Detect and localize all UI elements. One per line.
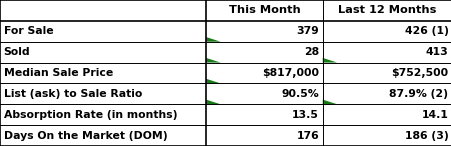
Text: $817,000: $817,000: [262, 68, 318, 78]
Text: Median Sale Price: Median Sale Price: [4, 68, 113, 78]
Text: Days On the Market (DOM): Days On the Market (DOM): [4, 131, 167, 141]
Polygon shape: [206, 100, 220, 104]
Text: $752,500: $752,500: [391, 68, 447, 78]
Polygon shape: [206, 58, 220, 63]
Polygon shape: [322, 100, 336, 104]
Text: Sold: Sold: [4, 47, 30, 57]
Text: For Sale: For Sale: [4, 26, 53, 36]
Text: This Month: This Month: [228, 5, 299, 15]
Text: 90.5%: 90.5%: [281, 89, 318, 99]
Text: List (ask) to Sale Ratio: List (ask) to Sale Ratio: [4, 89, 142, 99]
Polygon shape: [206, 79, 220, 83]
Polygon shape: [322, 58, 336, 63]
Text: 176: 176: [296, 131, 318, 141]
Text: 13.5: 13.5: [292, 110, 318, 120]
Text: Absorption Rate (in months): Absorption Rate (in months): [4, 110, 177, 120]
Text: 413: 413: [425, 47, 447, 57]
Text: 14.1: 14.1: [421, 110, 447, 120]
Polygon shape: [206, 37, 220, 42]
Text: 28: 28: [304, 47, 318, 57]
Text: 379: 379: [296, 26, 318, 36]
Text: 87.9% (2): 87.9% (2): [388, 89, 447, 99]
Text: 186 (3): 186 (3): [404, 131, 447, 141]
Text: Last 12 Months: Last 12 Months: [337, 5, 436, 15]
Text: 426 (1): 426 (1): [404, 26, 447, 36]
